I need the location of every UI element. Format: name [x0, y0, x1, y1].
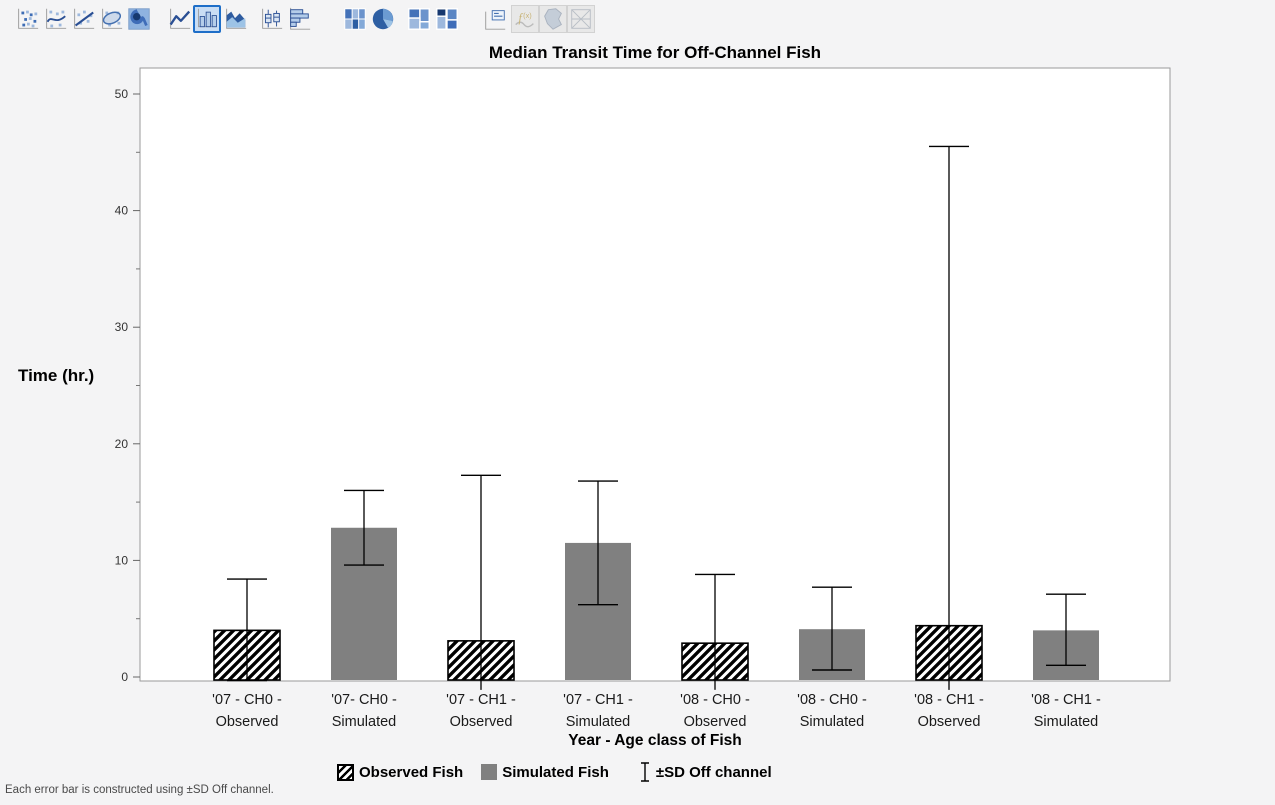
x-category-label: Simulated: [800, 714, 864, 730]
x-category-label: Simulated: [566, 714, 630, 730]
y-axis-title: Time (hr.): [18, 366, 95, 385]
legend-item-sd[interactable]: ±SD Off channel: [639, 761, 772, 783]
x-category-label: Observed: [684, 714, 747, 730]
y-tick-label: 10: [115, 553, 129, 567]
gray-swatch-icon: [481, 764, 498, 780]
x-category-label: '08 - CH1 -: [1031, 692, 1101, 708]
treemap-icon[interactable]: [405, 5, 433, 33]
legend-label: Simulated Fish: [502, 763, 609, 781]
legend-item-simulated[interactable]: Simulated Fish: [481, 764, 609, 781]
legend-label: Observed Fish: [359, 763, 464, 781]
histogram-icon[interactable]: [285, 5, 313, 33]
x-category-label: Observed: [450, 714, 513, 730]
x-category-label: '07 - CH1 -: [446, 692, 516, 708]
y-tick-label: 40: [115, 204, 129, 218]
x-category-label: '08 - CH0 -: [797, 692, 867, 708]
error-bar-footnote: Each error bar is constructed using ±SD …: [5, 784, 274, 796]
parallel-plot-icon: [567, 5, 595, 33]
points-icon[interactable]: [13, 5, 41, 33]
line-icon[interactable]: [165, 5, 193, 33]
hatched-swatch-icon: [337, 763, 354, 781]
heatmap-icon[interactable]: [341, 5, 369, 33]
box-plot-icon[interactable]: [257, 5, 285, 33]
ellipse-icon[interactable]: [97, 5, 125, 33]
x-category-label: Observed: [918, 714, 981, 730]
legend-item-observed[interactable]: Observed Fish: [337, 763, 464, 781]
area-icon[interactable]: [221, 5, 249, 33]
y-tick-label: 30: [115, 320, 129, 334]
svg-text:f: f: [519, 11, 524, 25]
legend-label: ±SD Off channel: [655, 763, 772, 781]
pie-icon[interactable]: [369, 5, 397, 33]
bar-icon[interactable]: [193, 5, 221, 33]
x-category-label: '07- CH0 -: [331, 692, 397, 708]
x-axis-title: Year - Age class of Fish: [568, 732, 742, 749]
x-category-label: Simulated: [332, 714, 396, 730]
chart-title: Median Transit Time for Off-Channel Fish: [488, 43, 822, 62]
y-tick-label: 0: [121, 670, 128, 684]
y-tick-label: 20: [115, 437, 129, 451]
line-of-fit-icon[interactable]: [69, 5, 97, 33]
x-category-label: '08 - CH0 -: [680, 692, 750, 708]
x-category-label: '08 - CH1 -: [914, 692, 984, 708]
map-shapes-icon: [539, 5, 567, 33]
contour-icon[interactable]: [125, 5, 153, 33]
error-bar-icon: [640, 762, 649, 782]
chart-legend: Observed Fish Simulated Fish ±SD Off cha…: [337, 761, 772, 783]
plot-frame: [139, 67, 1171, 682]
caption-box-icon[interactable]: [481, 5, 509, 33]
svg-text:(x): (x): [523, 11, 532, 20]
x-category-label: Simulated: [1034, 714, 1098, 730]
x-category-label: '07 - CH0 -: [212, 692, 282, 708]
smoother-icon[interactable]: [41, 5, 69, 33]
mosaic-icon[interactable]: [433, 5, 461, 33]
x-category-label: Observed: [216, 714, 279, 730]
y-tick-label: 50: [115, 87, 129, 101]
formula-icon: f (x): [511, 5, 539, 33]
graph-element-toolbar: f (x): [0, 0, 1275, 45]
x-category-label: '07 - CH1 -: [563, 692, 633, 708]
